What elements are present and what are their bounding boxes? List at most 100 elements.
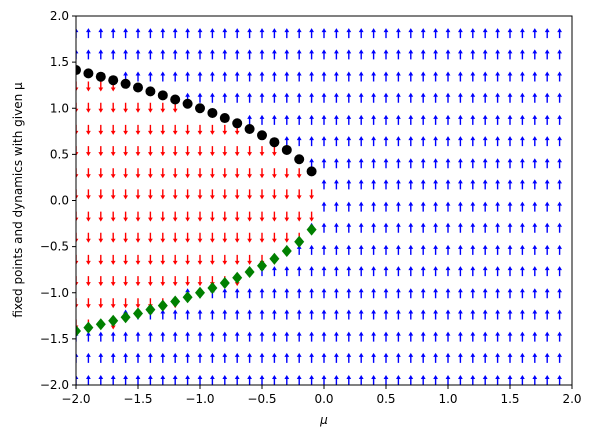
flow-arrow: [482, 375, 488, 385]
flow-arrow: [383, 136, 389, 147]
flow-arrow: [458, 309, 463, 320]
flow-arrow: [247, 352, 252, 363]
flow-arrow: [445, 49, 451, 60]
unstable-fixed-point: [120, 78, 131, 89]
flow-arrow: [123, 298, 128, 309]
flow-arrow: [507, 222, 513, 233]
flow-arrow: [210, 146, 215, 157]
flow-arrow: [470, 28, 476, 39]
flow-arrow: [358, 114, 364, 125]
flow-arrow: [247, 288, 252, 299]
flow-arrow: [346, 49, 352, 60]
flow-arrow: [272, 189, 277, 200]
flow-arrow: [123, 211, 128, 222]
flow-arrow: [234, 168, 240, 179]
flow-arrow: [284, 375, 290, 385]
flow-arrow: [172, 49, 178, 60]
flow-arrow: [123, 276, 128, 287]
flow-arrow: [495, 244, 500, 255]
flow-arrow: [98, 189, 104, 200]
flow-arrow: [532, 222, 538, 233]
flow-arrow: [123, 124, 128, 135]
flow-arrow: [482, 244, 488, 255]
flow-arrow: [185, 146, 190, 157]
flow-arrow: [185, 6, 190, 16]
unstable-fixed-point: [294, 154, 305, 165]
flow-arrow: [507, 49, 513, 60]
flow-arrow: [284, 6, 289, 16]
flow-arrow: [557, 331, 562, 342]
flow-arrow: [458, 201, 463, 212]
flow-arrow: [321, 309, 327, 320]
flow-arrow: [334, 201, 339, 212]
flow-arrow: [520, 288, 525, 299]
flow-arrow: [123, 331, 128, 342]
flow-arrow: [296, 92, 302, 103]
flow-arrow: [420, 71, 426, 82]
flow-arrow: [445, 352, 451, 363]
flow-arrow: [557, 92, 562, 103]
flow-arrow: [185, 124, 190, 135]
flow-arrow: [86, 28, 91, 39]
flow-arrow: [110, 146, 116, 157]
flow-arrow: [160, 276, 166, 287]
flow-arrow: [111, 6, 116, 16]
flow-arrow: [234, 92, 240, 103]
flow-arrow: [98, 331, 104, 342]
flow-arrow: [272, 232, 277, 243]
flow-arrow: [421, 6, 426, 16]
flow-arrow: [222, 189, 228, 200]
flow-arrow: [420, 266, 426, 277]
flow-arrow: [185, 309, 190, 320]
flow-arrow: [321, 136, 327, 147]
flow-arrow: [234, 189, 240, 200]
flow-arrow: [346, 92, 352, 103]
flow-arrow: [321, 352, 327, 363]
y-tick-label: 1.5: [50, 55, 69, 69]
flow-arrow: [420, 352, 426, 363]
flow-arrow: [210, 28, 215, 39]
flow-arrow: [396, 28, 401, 39]
flow-arrow: [371, 49, 376, 60]
flow-arrow: [197, 28, 203, 39]
flow-arrow: [296, 211, 302, 222]
flow-arrow: [98, 124, 104, 135]
flow-arrow: [210, 189, 215, 200]
flow-arrow: [482, 309, 488, 320]
flow-arrow: [247, 6, 252, 16]
flow-arrow: [346, 222, 352, 233]
flow-arrow: [334, 244, 339, 255]
flow-arrow: [433, 201, 438, 212]
flow-arrow: [185, 189, 190, 200]
flow-arrow: [86, 124, 91, 135]
flow-arrow: [123, 189, 128, 200]
flow-arrow: [110, 102, 116, 113]
flow-arrow: [197, 254, 203, 265]
flow-arrow: [160, 102, 166, 113]
flow-arrow: [321, 201, 327, 212]
flow-arrow: [123, 71, 128, 82]
flow-arrow: [520, 92, 525, 103]
flow-arrow: [148, 375, 153, 385]
stable-fixed-point: [83, 321, 94, 334]
flow-arrow: [272, 266, 277, 277]
unstable-fixed-point: [170, 94, 181, 105]
flow-arrow: [358, 309, 364, 320]
flow-arrow: [284, 288, 290, 299]
flow-arrow: [334, 375, 339, 385]
flow-arrow: [172, 189, 178, 200]
flow-arrow: [210, 331, 215, 342]
flow-arrow: [358, 28, 364, 39]
flow-arrow: [76, 375, 79, 385]
flow-arrow: [148, 331, 153, 342]
flow-arrow: [371, 136, 376, 147]
flow-arrow: [197, 211, 203, 222]
flow-arrow: [172, 146, 178, 157]
flow-arrow: [136, 6, 141, 16]
flow-arrow: [334, 49, 339, 60]
flow-arrow: [272, 168, 277, 179]
flow-arrow: [234, 309, 240, 320]
flow-arrow: [371, 201, 376, 212]
flow-arrow: [86, 211, 91, 222]
flow-arrow: [110, 124, 116, 135]
